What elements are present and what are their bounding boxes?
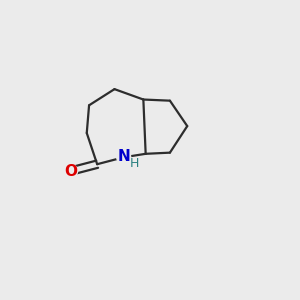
Text: O: O <box>64 164 77 178</box>
Circle shape <box>64 164 77 178</box>
Text: N: N <box>117 149 130 164</box>
Text: H: H <box>130 157 140 170</box>
Circle shape <box>117 150 131 164</box>
